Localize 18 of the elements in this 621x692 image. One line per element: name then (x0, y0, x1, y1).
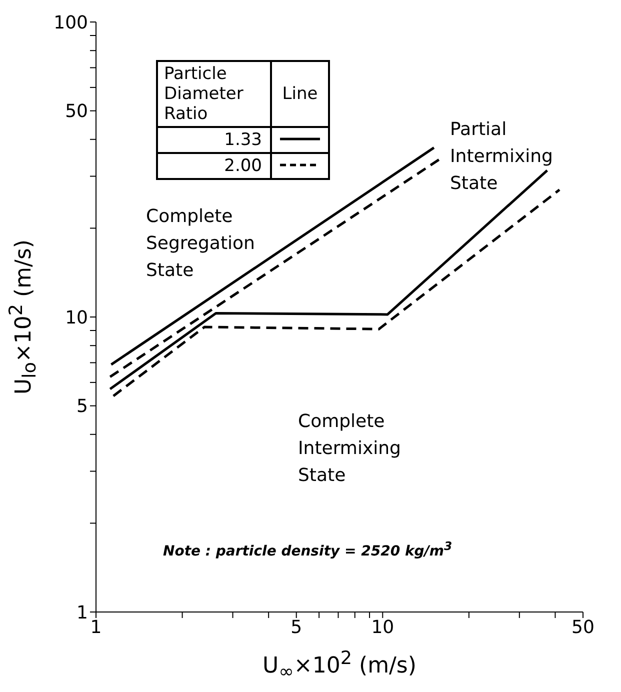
annotation: Line (271, 61, 329, 127)
legend-label: 1.33 (157, 127, 271, 153)
legend-title: Particle Diameter Ratio (157, 61, 271, 127)
legend-label: 2.00 (157, 153, 271, 179)
y-tick-label: 10 (65, 307, 88, 328)
x-tick-label: 5 (290, 616, 302, 638)
x-tick-label: 10 (371, 616, 394, 638)
x-axis-title: U$_{∞}$×10$^{2}$ (m/s) (262, 648, 418, 683)
x-tick-label: 50 (572, 616, 594, 638)
y-tick-label: 50 (65, 101, 88, 122)
annotation: Note : particle density = 2520 kg/m$^{3}$ (163, 538, 454, 562)
x-tick-label: 1 (90, 616, 102, 638)
y-tick-label: 1 (76, 602, 88, 624)
annotation: Complete Segregation State (146, 205, 256, 283)
annotation: Complete Intermixing State (298, 410, 402, 488)
y-tick-label: 100 (54, 12, 88, 34)
y-tick-label: 5 (76, 396, 88, 418)
annotation: Partial Intermixing State (450, 118, 554, 196)
